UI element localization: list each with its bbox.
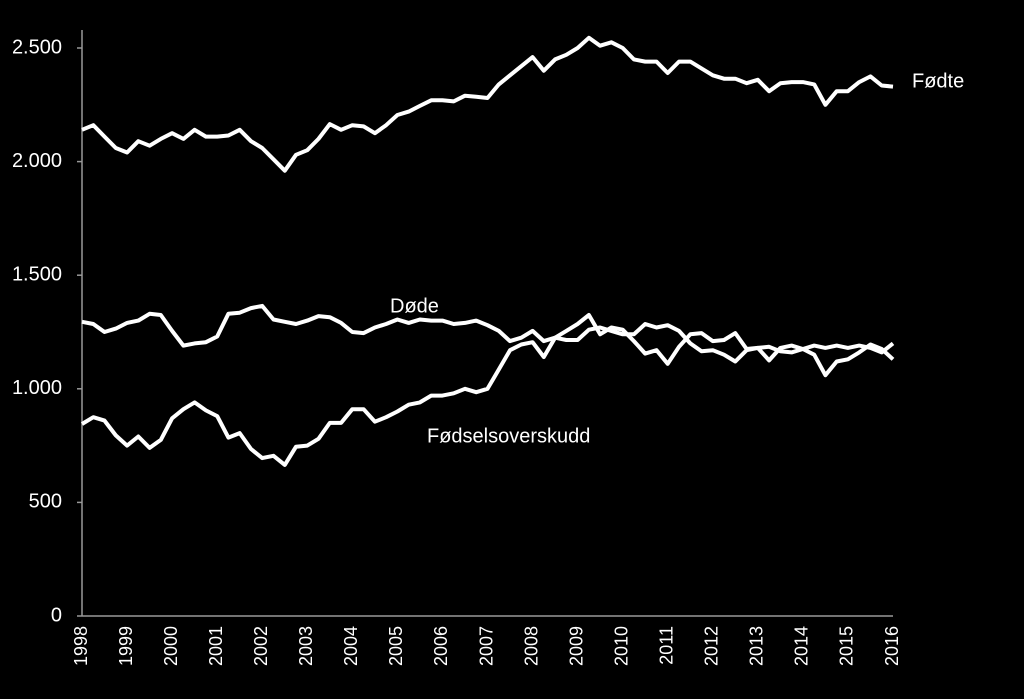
series-label: Fødte [912, 70, 964, 92]
series-label: Fødselsoverskudd [427, 425, 590, 447]
x-tick-label: 2004 [341, 626, 361, 666]
x-tick-label: 2000 [161, 626, 181, 666]
y-tick-label: 2.000 [12, 150, 62, 172]
x-tick-label: 2002 [251, 626, 271, 666]
x-tick-label: 2006 [431, 626, 451, 666]
x-tick-label: 2007 [476, 626, 496, 666]
x-tick-label: 2011 [656, 626, 676, 665]
x-tick-label: 1999 [116, 626, 136, 666]
series-line [80, 313, 895, 467]
x-tick-label: 1998 [71, 626, 91, 666]
x-tick-label: 2010 [611, 626, 631, 666]
series-line [81, 303, 895, 364]
x-tick-label: 2001 [206, 626, 226, 666]
x-tick-label: 2009 [566, 626, 586, 666]
x-tick-label: 2008 [521, 626, 541, 666]
x-tick-label: 2012 [702, 626, 722, 666]
x-tick-label: 2003 [296, 626, 316, 666]
y-tick-label: 0 [51, 604, 62, 626]
x-tick-label: 2015 [837, 626, 857, 666]
y-tick-label: 1.000 [12, 377, 62, 399]
y-tick-label: 1.500 [12, 263, 62, 285]
series-label: Døde [390, 295, 439, 317]
x-tick-label: 2005 [386, 626, 406, 666]
y-tick-label: 2.500 [12, 36, 62, 58]
x-tick-label: 2013 [747, 626, 767, 666]
series-line [81, 35, 894, 173]
y-tick-label: 500 [29, 491, 62, 513]
x-tick-label: 2014 [792, 626, 812, 666]
x-tick-label: 2016 [882, 626, 902, 666]
